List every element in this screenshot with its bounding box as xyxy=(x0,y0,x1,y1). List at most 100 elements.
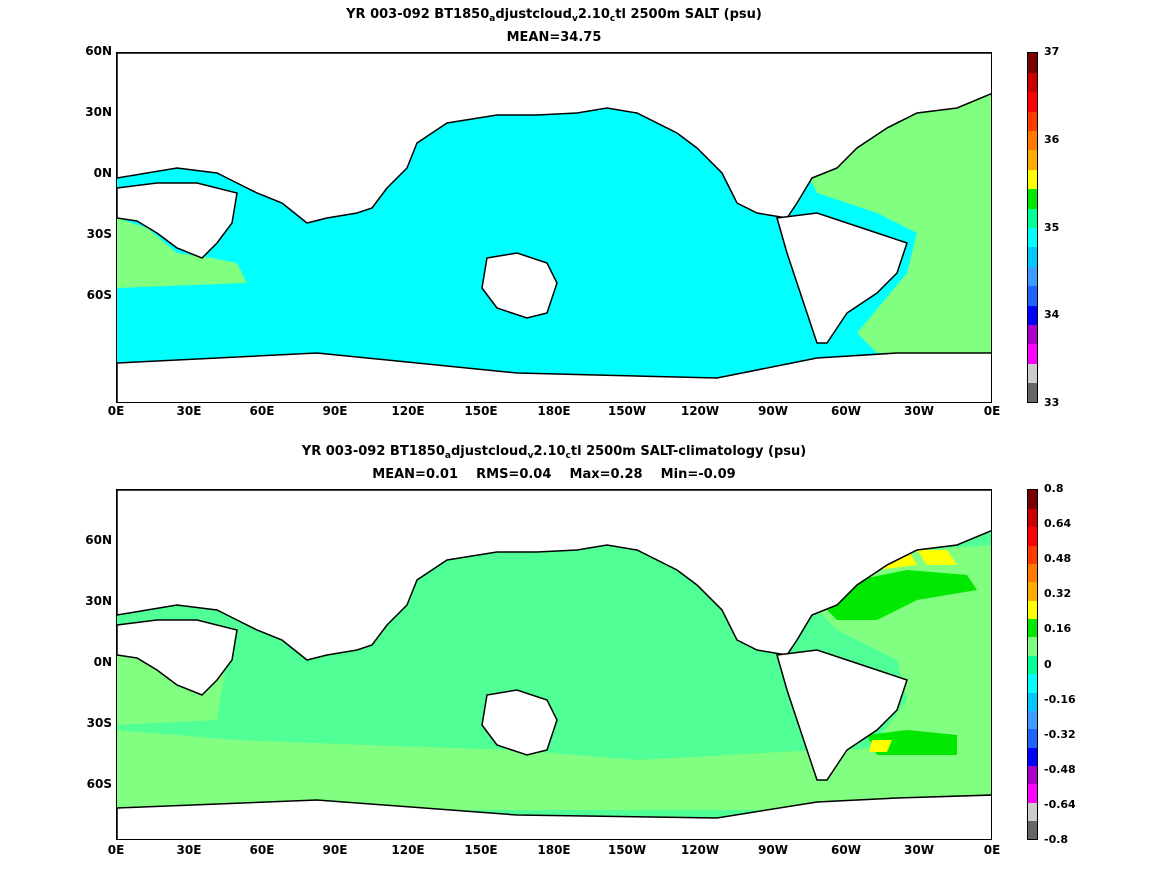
lon-label: 0E xyxy=(107,404,125,418)
lon-label: 60W xyxy=(831,843,861,857)
lon-label: 30W xyxy=(904,404,934,418)
lat-label: 0N xyxy=(93,655,112,669)
lat-label: 30N xyxy=(85,594,112,608)
map-title: YR 003-092 BT1850adjustcloudv2.10ctl 250… xyxy=(346,7,762,24)
colorbar-swatch xyxy=(1028,490,1037,509)
colorbar-tick: -0.48 xyxy=(1044,762,1076,776)
map-plot-area xyxy=(116,52,992,403)
lon-label: 120E xyxy=(391,843,425,857)
colorbar xyxy=(1027,52,1038,403)
antarctica xyxy=(117,794,991,839)
map-canvas xyxy=(117,490,991,839)
colorbar-swatch xyxy=(1028,747,1037,767)
lon-label: 90E xyxy=(322,843,348,857)
south-atlantic-patch xyxy=(117,218,247,288)
lon-label: 150W xyxy=(607,404,647,418)
map-canvas xyxy=(117,53,991,402)
colorbar-swatch xyxy=(1028,72,1037,93)
colorbar-tick: 0.32 xyxy=(1044,587,1072,601)
colorbar-swatch xyxy=(1028,149,1037,170)
lon-label: 60W xyxy=(831,404,861,418)
colorbar-swatch xyxy=(1028,636,1037,656)
africa xyxy=(117,619,238,696)
colorbar-tick: 0.48 xyxy=(1044,552,1072,566)
colorbar-swatch xyxy=(1028,618,1037,638)
lon-label: 30W xyxy=(904,843,934,857)
lon-label: 150W xyxy=(607,843,647,857)
colorbar-swatch xyxy=(1028,783,1037,803)
colorbar-tick: 35 xyxy=(1044,220,1060,234)
colorbar-swatch xyxy=(1028,802,1037,822)
lat-label: 30S xyxy=(86,716,112,730)
irminger-sea-anomaly xyxy=(917,550,957,565)
colorbar-swatch xyxy=(1028,363,1037,384)
colorbar-swatch xyxy=(1028,728,1037,748)
lon-label: 150E xyxy=(464,843,498,857)
lat-label: 0N xyxy=(93,166,112,180)
colorbar-tick: 36 xyxy=(1044,132,1060,146)
colorbar-swatch xyxy=(1028,130,1037,151)
colorbar-tick: 0.16 xyxy=(1044,622,1072,636)
africa xyxy=(117,182,238,259)
lon-label: 60E xyxy=(249,843,275,857)
colorbar-swatch xyxy=(1028,673,1037,693)
lat-label: 60S xyxy=(86,288,112,302)
map-stats: MEAN=0.01 RMS=0.04 Max=0.28 Min=-0.09 xyxy=(372,467,736,482)
colorbar-tick: 34 xyxy=(1044,308,1060,322)
lon-label: 120E xyxy=(391,404,425,418)
australia xyxy=(481,689,558,756)
colorbar-swatch xyxy=(1028,765,1037,785)
colorbar-tick: 0 xyxy=(1044,657,1052,671)
colorbar-swatch xyxy=(1028,563,1037,583)
colorbar-swatch xyxy=(1028,169,1037,190)
southern-ocean-patch xyxy=(117,730,991,810)
lat-label: 30N xyxy=(85,105,112,119)
colorbar-tick: 37 xyxy=(1044,45,1060,58)
south-america xyxy=(776,649,908,781)
colorbar-swatch xyxy=(1028,266,1037,287)
colorbar-swatch xyxy=(1028,655,1037,675)
lon-label: 60E xyxy=(249,404,275,418)
colorbar-swatch xyxy=(1028,246,1037,267)
lon-label: 0E xyxy=(983,843,1001,857)
colorbar-tick: -0.16 xyxy=(1044,692,1076,706)
colorbar-swatch xyxy=(1028,324,1037,345)
colorbar-swatch xyxy=(1028,53,1037,73)
colorbar-swatch xyxy=(1028,600,1037,620)
australia xyxy=(481,252,558,319)
lon-label: 180E xyxy=(537,843,571,857)
lon-label: 0E xyxy=(983,404,1001,418)
map-plot-area xyxy=(116,489,992,840)
colorbar-tick: -0.8 xyxy=(1044,833,1069,846)
colorbar-swatch xyxy=(1028,285,1037,306)
colorbar-tick: 0.64 xyxy=(1044,517,1072,531)
lon-label: 30E xyxy=(176,404,202,418)
south-atlantic-yellow-anomaly xyxy=(869,740,892,752)
lon-label: 120W xyxy=(680,843,720,857)
colorbar-swatch xyxy=(1028,208,1037,228)
colorbar-swatch xyxy=(1028,111,1037,132)
colorbar-swatch xyxy=(1028,343,1037,364)
colorbar-tick: 0.8 xyxy=(1044,482,1064,495)
lat-label: 60N xyxy=(85,533,112,547)
lon-label: 150E xyxy=(464,404,498,418)
map-title: YR 003-092 BT1850adjustcloudv2.10ctl 250… xyxy=(301,444,807,461)
colorbar-swatch xyxy=(1028,227,1037,248)
lon-label: 120W xyxy=(680,404,720,418)
colorbar-swatch xyxy=(1028,526,1037,546)
land-masses xyxy=(117,490,991,839)
colorbar-swatch xyxy=(1028,188,1037,209)
lon-label: 0E xyxy=(107,843,125,857)
land-masses xyxy=(117,53,991,402)
colorbar-swatch xyxy=(1028,508,1037,528)
colorbar-swatch xyxy=(1028,305,1037,325)
lon-label: 90W xyxy=(758,404,788,418)
colorbar-swatch xyxy=(1028,710,1037,730)
lat-label: 60S xyxy=(86,777,112,791)
south-atlantic-anomaly xyxy=(867,730,957,755)
antarctica xyxy=(117,352,991,402)
colorbar-swatch xyxy=(1028,581,1037,601)
lon-label: 180E xyxy=(537,404,571,418)
colorbar xyxy=(1027,489,1038,840)
lon-label: 90E xyxy=(322,404,348,418)
